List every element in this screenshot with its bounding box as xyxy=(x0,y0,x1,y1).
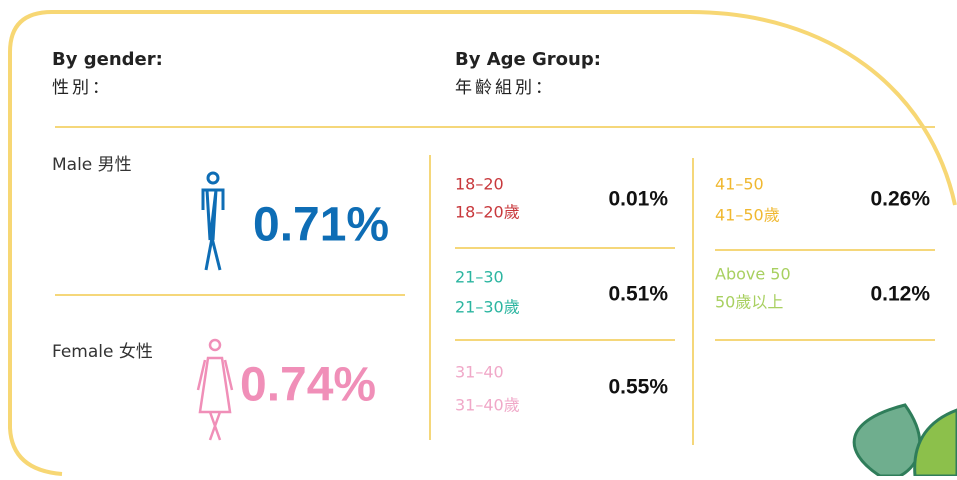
age-label: Above 50 xyxy=(715,265,791,284)
age-label-zh: 50歲以上 xyxy=(715,293,783,312)
male-icon xyxy=(201,171,225,271)
female-value: 0.74% xyxy=(240,359,376,412)
male-value: 0.71% xyxy=(253,199,389,252)
age-value: 0.55% xyxy=(608,376,668,399)
age-label: 31–40 xyxy=(455,363,504,382)
leaves xyxy=(852,403,957,478)
age-label: 21–30 xyxy=(455,268,504,287)
age-title-zh: 年齡組別： xyxy=(455,78,555,98)
age-label: 41–50 xyxy=(715,175,764,194)
gender-title: By gender: xyxy=(52,49,163,70)
gender-title-zh: 性別： xyxy=(52,78,112,98)
age-value: 0.51% xyxy=(608,283,668,306)
age-label-zh: 31–40歲 xyxy=(455,396,520,415)
female-label: Female 女性 xyxy=(52,342,153,362)
age-label-zh: 41–50歲 xyxy=(715,206,780,225)
age-groups: 18–20 18–20歲 0.01% 21–30 21–30歲 0.51% 31–40 31–… xyxy=(455,175,930,415)
age-title: By Age Group: xyxy=(455,49,601,70)
age-value: 0.26% xyxy=(870,188,930,211)
age-label: 18–20 xyxy=(455,175,504,194)
age-label-zh: 21–30歲 xyxy=(455,298,520,317)
leaf xyxy=(913,408,957,478)
frame-border xyxy=(8,10,957,476)
age-value: 0.12% xyxy=(870,283,930,306)
male-label: Male 男性 xyxy=(52,155,132,175)
age-label-zh: 18–20歲 xyxy=(455,203,520,222)
female-icon xyxy=(196,338,234,441)
leaf xyxy=(852,403,922,478)
age-value: 0.01% xyxy=(608,188,668,211)
